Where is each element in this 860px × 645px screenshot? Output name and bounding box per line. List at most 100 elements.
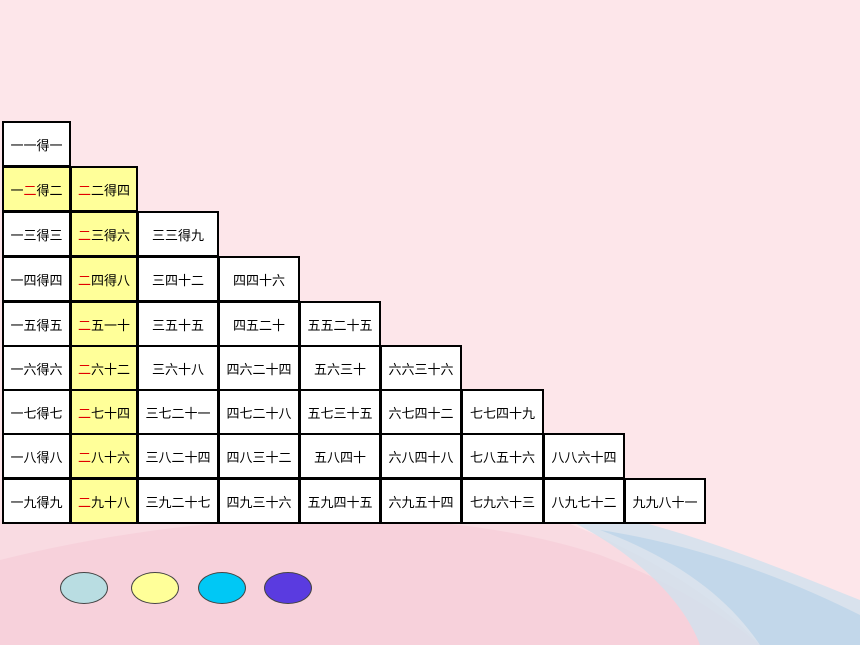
table-cell-r5-c5: 五五二十五 [299, 301, 381, 347]
table-cell-r8-c3: 三八二十四 [137, 433, 219, 479]
cell-text-post: 八十六 [91, 450, 131, 466]
table-cell-r6-c1: 一六得六 [2, 345, 71, 391]
cell-text-red: 二 [77, 273, 91, 289]
cell-text-post: 七十四 [91, 406, 131, 422]
cell-text-post: 三得六 [91, 228, 131, 244]
table-cell-r6-c2: 二六十二 [70, 345, 138, 391]
cell-text-pre: 一七得七 [10, 406, 63, 422]
cyan-oval-button[interactable] [198, 572, 246, 604]
cell-text-pre: 五六三十 [313, 362, 366, 378]
table-cell-r9-c9: 九九八十一 [624, 478, 706, 524]
cell-text-pre: 七七四十九 [469, 406, 535, 422]
table-cell-r5-c1: 一五得五 [2, 301, 71, 347]
table-cell-r7-c6: 六七四十二 [380, 389, 462, 435]
cell-text-pre: 八九七十二 [551, 495, 617, 511]
cell-text-pre: 三八二十四 [145, 450, 211, 466]
cell-text-pre: 一五得五 [10, 318, 63, 334]
table-cell-r9-c8: 八九七十二 [543, 478, 625, 524]
cell-text-pre: 四四十六 [232, 273, 285, 289]
table-cell-r1-c1: 一一得一 [2, 121, 71, 167]
table-cell-r6-c6: 六六三十六 [380, 345, 462, 391]
light-blue-oval-button[interactable] [60, 572, 108, 604]
table-cell-r9-c7: 七九六十三 [461, 478, 544, 524]
cell-text-pre: 四五二十 [232, 318, 285, 334]
table-cell-r4-c2: 二四得八 [70, 256, 138, 302]
table-cell-r8-c2: 二八十六 [70, 433, 138, 479]
table-cell-r9-c6: 六九五十四 [380, 478, 462, 524]
table-cell-r6-c4: 四六二十四 [218, 345, 300, 391]
table-cell-r5-c3: 三五十五 [137, 301, 219, 347]
cell-text-red: 二 [77, 362, 91, 378]
table-cell-r3-c3: 三三得九 [137, 211, 219, 257]
cell-text-post: 二得四 [91, 183, 131, 199]
table-cell-r7-c7: 七七四十九 [461, 389, 544, 435]
light-yellow-oval-button[interactable] [131, 572, 179, 604]
cell-text-pre: 七九六十三 [469, 495, 535, 511]
cell-text-pre: 三六十八 [151, 362, 204, 378]
cell-text-pre: 四九三十六 [226, 495, 292, 511]
table-cell-r3-c2: 二三得六 [70, 211, 138, 257]
cell-text-pre: 六九五十四 [388, 495, 454, 511]
table-cell-r2-c1: 一二得二 [2, 166, 71, 212]
table-cell-r9-c3: 三九二十七 [137, 478, 219, 524]
cell-text-post: 得二 [36, 183, 63, 199]
cell-text-pre: 七八五十六 [469, 450, 535, 466]
table-cell-r4-c1: 一四得四 [2, 256, 71, 302]
cell-text-pre: 一四得四 [10, 273, 63, 289]
cell-text-pre: 六六三十六 [388, 362, 454, 378]
table-cell-r9-c2: 二九十八 [70, 478, 138, 524]
table-cell-r9-c5: 五九四十五 [299, 478, 381, 524]
cell-text-pre: 一八得八 [10, 450, 63, 466]
table-cell-r5-c4: 四五二十 [218, 301, 300, 347]
cell-text-red: 二 [23, 183, 37, 199]
table-cell-r7-c4: 四七二十八 [218, 389, 300, 435]
table-cell-r9-c4: 四九三十六 [218, 478, 300, 524]
table-cell-r3-c1: 一三得三 [2, 211, 71, 257]
table-cell-r8-c5: 五八四十 [299, 433, 381, 479]
table-cell-r7-c2: 二七十四 [70, 389, 138, 435]
cell-text-pre: 三三得九 [151, 228, 204, 244]
table-cell-r8-c8: 八八六十四 [543, 433, 625, 479]
cell-text-pre: 一 [10, 183, 24, 199]
cell-text-pre: 一九得九 [10, 495, 63, 511]
table-cell-r8-c6: 六八四十八 [380, 433, 462, 479]
cell-text-red: 二 [77, 228, 91, 244]
table-cell-r4-c3: 三四十二 [137, 256, 219, 302]
cell-text-pre: 三五十五 [151, 318, 204, 334]
table-cell-r4-c4: 四四十六 [218, 256, 300, 302]
cell-text-red: 二 [77, 450, 91, 466]
cell-text-pre: 一 [10, 138, 24, 154]
cell-text-red: 二 [77, 406, 91, 422]
cell-text-pre: 四七二十八 [226, 406, 292, 422]
cell-text-pre: 三七二十一 [145, 406, 211, 422]
cell-text-post: 六十二 [91, 362, 131, 378]
cell-text-pre: 五九四十五 [307, 495, 373, 511]
table-cell-r6-c5: 五六三十 [299, 345, 381, 391]
cell-text-pre: 八八六十四 [551, 450, 617, 466]
cell-text-pre: 四八三十二 [226, 450, 292, 466]
cell-text-pre: 九九八十一 [632, 495, 698, 511]
cell-text-pre: 五五二十五 [307, 318, 373, 334]
cell-text-post: 一得一 [23, 138, 63, 154]
cell-text-pre: 三四十二 [151, 273, 204, 289]
cell-text-pre: 一六得六 [10, 362, 63, 378]
cell-text-pre: 五七三十五 [307, 406, 373, 422]
cell-text-pre: 五八四十 [313, 450, 366, 466]
purple-oval-button[interactable] [264, 572, 312, 604]
cell-text-red: 二 [77, 183, 91, 199]
table-cell-r2-c2: 二二得四 [70, 166, 138, 212]
table-cell-r7-c3: 三七二十一 [137, 389, 219, 435]
cell-text-pre: 三九二十七 [145, 495, 211, 511]
cell-text-pre: 四六二十四 [226, 362, 292, 378]
cell-text-red: 二 [77, 495, 91, 511]
cell-text-pre: 六七四十二 [388, 406, 454, 422]
cell-text-post: 九十八 [91, 495, 131, 511]
cell-text-post: 四得八 [91, 273, 131, 289]
table-cell-r9-c1: 一九得九 [2, 478, 71, 524]
table-cell-r7-c5: 五七三十五 [299, 389, 381, 435]
cell-text-pre: 六八四十八 [388, 450, 454, 466]
table-cell-r8-c4: 四八三十二 [218, 433, 300, 479]
table-cell-r6-c3: 三六十八 [137, 345, 219, 391]
cell-text-pre: 一三得三 [10, 228, 63, 244]
